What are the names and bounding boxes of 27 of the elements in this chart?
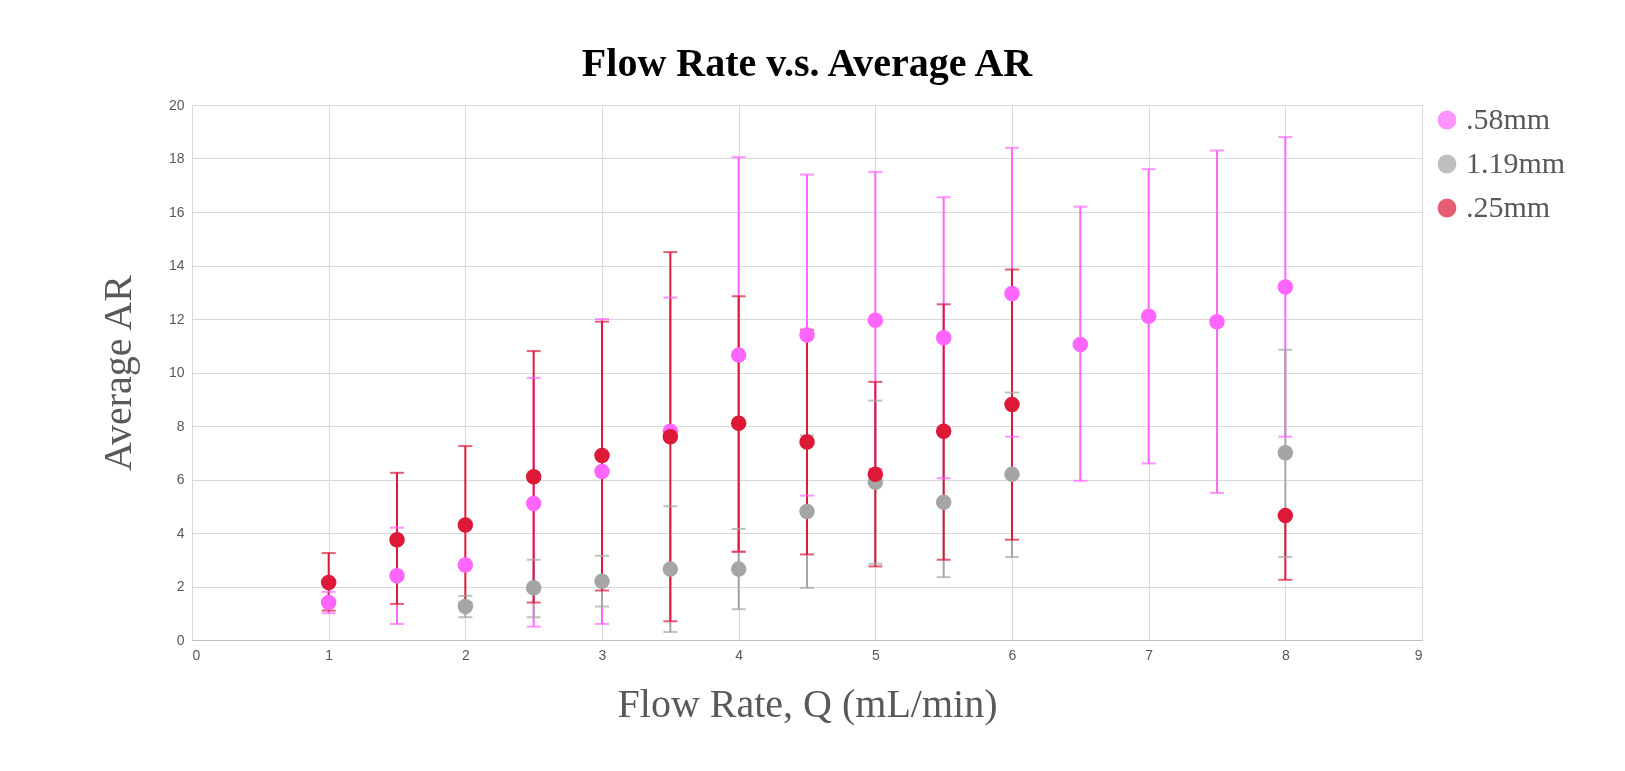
y-tick-label: 0	[176, 631, 185, 648]
y-tick-label: 18	[168, 150, 185, 166]
chart-title: Flow Rate v.s. Average AR	[581, 40, 1034, 85]
y-tick-label: 2	[176, 578, 185, 594]
x-tick-label: 7	[1145, 646, 1154, 663]
legend-label: .25mm	[1466, 190, 1551, 223]
x-tick-label: 3	[598, 646, 607, 663]
y-tick-label: 8	[176, 417, 185, 434]
x-tick-label: 1	[325, 646, 334, 663]
x-tick-label: 2	[461, 646, 470, 663]
y-tick-label: 16	[168, 203, 185, 220]
x-tick-label: 6	[1008, 646, 1017, 663]
y-axis-title: Average AR	[94, 274, 140, 471]
legend-label: .58mm	[1466, 102, 1551, 135]
x-tick-label: 0	[192, 646, 201, 663]
x-tick-label: 4	[735, 646, 744, 663]
y-tick-label: 6	[176, 471, 185, 487]
y-tick-label: 14	[168, 257, 185, 273]
x-tick-label: 8	[1281, 646, 1290, 663]
x-tick-label: 5	[871, 646, 880, 663]
x-tick-label: 9	[1414, 646, 1423, 663]
x-axis-title: Flow Rate, Q (mL/min)	[617, 680, 998, 726]
y-tick-label: 12	[168, 310, 185, 327]
y-tick-label: 10	[168, 364, 185, 380]
legend-label: 1.19mm	[1466, 146, 1566, 179]
y-tick-label: 4	[176, 524, 185, 541]
y-tick-label: 20	[168, 96, 185, 113]
